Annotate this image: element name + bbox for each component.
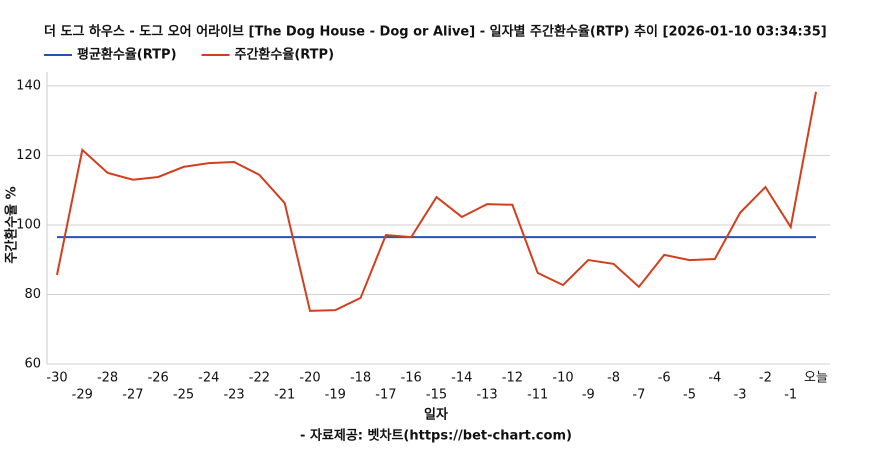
x-tick-label: -29 bbox=[72, 388, 93, 403]
y-tick-label: 80 bbox=[24, 287, 41, 302]
x-tick-label: -3 bbox=[734, 388, 747, 403]
x-tick-label: -26 bbox=[148, 371, 169, 386]
y-tick-label: 120 bbox=[16, 148, 41, 163]
x-tick-label: -15 bbox=[426, 388, 447, 403]
x-tick-label: -9 bbox=[582, 388, 595, 403]
x-tick-label: -22 bbox=[249, 371, 270, 386]
source-note: - 자료제공: 벳차트(https://bet-chart.com) bbox=[300, 428, 572, 444]
x-tick-label: -8 bbox=[607, 371, 620, 386]
y-axis-label: 주간환수율 % bbox=[4, 186, 20, 263]
x-tick-label: -5 bbox=[683, 388, 696, 403]
x-tick-label: -28 bbox=[97, 371, 118, 386]
x-tick-label: -25 bbox=[173, 388, 194, 403]
x-tick-label: -17 bbox=[375, 388, 396, 403]
x-tick-label: -14 bbox=[451, 371, 472, 386]
x-tick-label: -12 bbox=[502, 371, 523, 386]
chart-title: 더 도그 하우스 - 도그 오어 어라이브 [The Dog House - D… bbox=[44, 24, 827, 40]
legend-label: 평균환수율(RTP) bbox=[77, 47, 177, 63]
x-tick-label: -6 bbox=[658, 371, 671, 386]
x-tick-label: -30 bbox=[46, 371, 67, 386]
x-tick-label: -7 bbox=[632, 388, 645, 403]
x-tick-label: -10 bbox=[552, 371, 573, 386]
x-tick-label: -16 bbox=[401, 371, 422, 386]
x-tick-label: -4 bbox=[708, 371, 721, 386]
x-axis-label: 일자 bbox=[424, 408, 448, 423]
x-tick-label: -2 bbox=[759, 371, 772, 386]
x-tick-label: -19 bbox=[325, 388, 346, 403]
legend-label: 주간환수율(RTP) bbox=[235, 47, 335, 63]
y-tick-label: 100 bbox=[16, 217, 41, 232]
series-line bbox=[56, 91, 817, 312]
x-tick-label: -21 bbox=[274, 388, 295, 403]
x-tick-label: -18 bbox=[350, 371, 371, 386]
y-tick-label: 60 bbox=[24, 357, 41, 372]
y-tick-label: 140 bbox=[16, 78, 41, 93]
x-tick-label: -1 bbox=[784, 388, 797, 403]
x-tick-label: 오늘 bbox=[804, 371, 828, 386]
x-tick-label: -20 bbox=[299, 371, 320, 386]
x-tick-label: -27 bbox=[122, 388, 143, 403]
x-tick-label: -13 bbox=[476, 388, 497, 403]
x-tick-label: -11 bbox=[527, 388, 548, 403]
x-tick-label: -24 bbox=[198, 371, 219, 386]
x-tick-label: -23 bbox=[223, 388, 244, 403]
